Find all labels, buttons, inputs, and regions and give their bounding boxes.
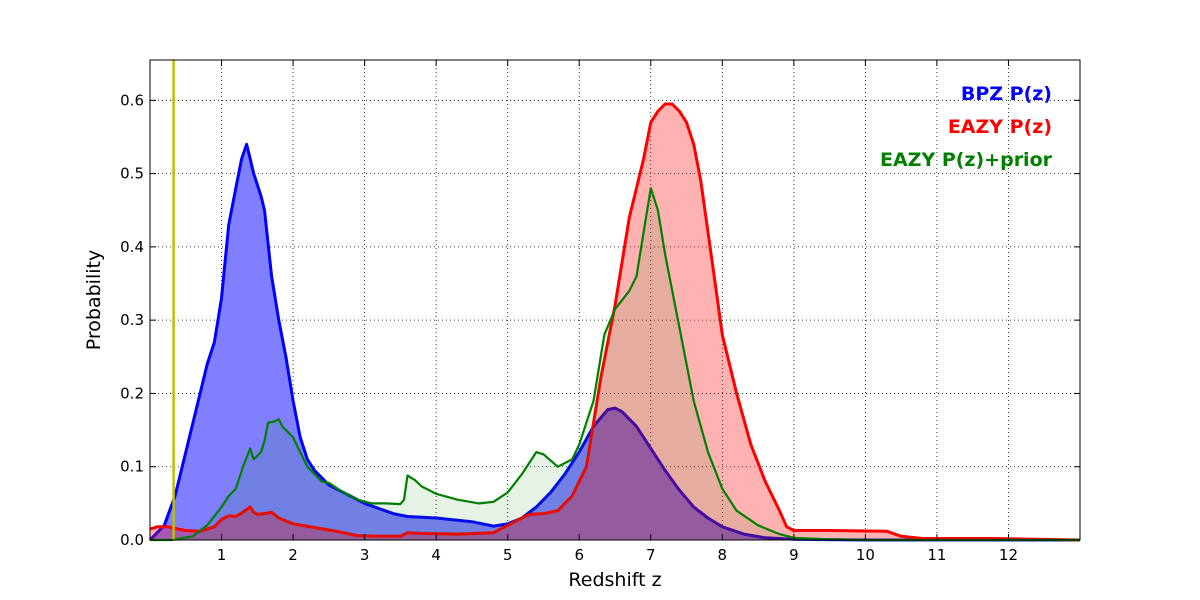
x-tick-label: 1 bbox=[217, 546, 227, 564]
x-tick-label: 6 bbox=[574, 546, 584, 564]
series-line-eazy-p-z-prior bbox=[150, 187, 1080, 542]
axis-ticks: 1 2 3 4 5 6 7 8 9 10 11 120.00.10.20.30.40.50.6 bbox=[120, 60, 1080, 564]
x-tick-label: 3 bbox=[360, 546, 370, 564]
x-tick-label: 9 bbox=[789, 546, 799, 564]
y-tick-label: 0.2 bbox=[120, 384, 144, 402]
plot-frame bbox=[149, 59, 1081, 541]
series-fill-bpz-p-z bbox=[150, 144, 1080, 541]
x-tick-label: 5 bbox=[503, 546, 513, 564]
legend-entry-eazy: EAZY P(z) bbox=[948, 116, 1052, 138]
series-fill-eazy-p-z-prior bbox=[150, 188, 1080, 540]
y-tick-label: 0.3 bbox=[120, 311, 144, 329]
y-tick-label: 0.0 bbox=[120, 531, 144, 549]
x-tick-label: 8 bbox=[718, 546, 728, 564]
legend-entry-bpz: BPZ P(z) bbox=[961, 83, 1052, 105]
y-tick-label: 0.6 bbox=[120, 91, 144, 109]
series-layer bbox=[148, 102, 1081, 542]
x-tick-label: 11 bbox=[927, 546, 946, 564]
y-tick-label: 0.4 bbox=[120, 238, 144, 256]
y-tick-label: 0.1 bbox=[120, 458, 144, 476]
y-axis-label: Probability bbox=[83, 250, 105, 350]
x-tick-label: 4 bbox=[431, 546, 441, 564]
legend-entry-eazy-prior: EAZY P(z)+prior bbox=[880, 149, 1053, 171]
series-line-bpz-p-z bbox=[148, 142, 1080, 542]
x-tick-label: 10 bbox=[856, 546, 875, 564]
series-line-eazy-p-z bbox=[149, 102, 1081, 542]
x-tick-label: 12 bbox=[999, 546, 1018, 564]
y-tick-label: 0.5 bbox=[120, 165, 144, 183]
series-fill-eazy-p-z bbox=[150, 104, 1080, 540]
legend: BPZ P(z) EAZY P(z) EAZY P(z)+prior bbox=[880, 83, 1053, 171]
x-axis-label: Redshift z bbox=[568, 569, 661, 591]
x-tick-label: 7 bbox=[646, 546, 656, 564]
x-tick-label: 2 bbox=[288, 546, 298, 564]
